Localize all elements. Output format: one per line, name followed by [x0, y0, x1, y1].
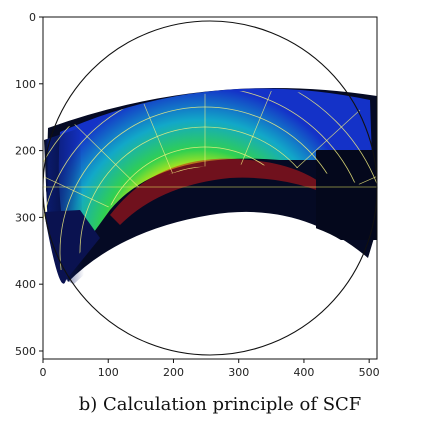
y-tick-label: 400 [15, 278, 36, 291]
x-tick-label: 500 [359, 366, 380, 379]
occluded-region [43, 215, 377, 359]
intensity-field-core [110, 158, 340, 225]
lower-left-wedge [44, 210, 100, 284]
right-outer-white [360, 262, 377, 354]
x-tick-label: 200 [163, 366, 184, 379]
y-tick-label: 300 [15, 211, 36, 224]
y-tick-label: 0 [29, 11, 36, 24]
x-tick-label: 300 [228, 366, 249, 379]
right-dark-block [316, 150, 377, 240]
figure-caption: b) Calculation principle of SCF [78, 394, 362, 415]
x-tick-label: 400 [293, 366, 314, 379]
axes-frame [42, 16, 378, 360]
intensity-field [58, 88, 372, 265]
y-tick-label: 500 [15, 345, 36, 358]
y-axis: 0 100 200 300 400 500 [15, 11, 43, 358]
x-axis: 0 100 200 300 400 500 [40, 359, 380, 379]
x-tick-label: 0 [40, 366, 47, 379]
y-tick-label: 200 [15, 145, 36, 158]
y-tick-label: 100 [15, 78, 36, 91]
x-tick-label: 100 [98, 366, 119, 379]
